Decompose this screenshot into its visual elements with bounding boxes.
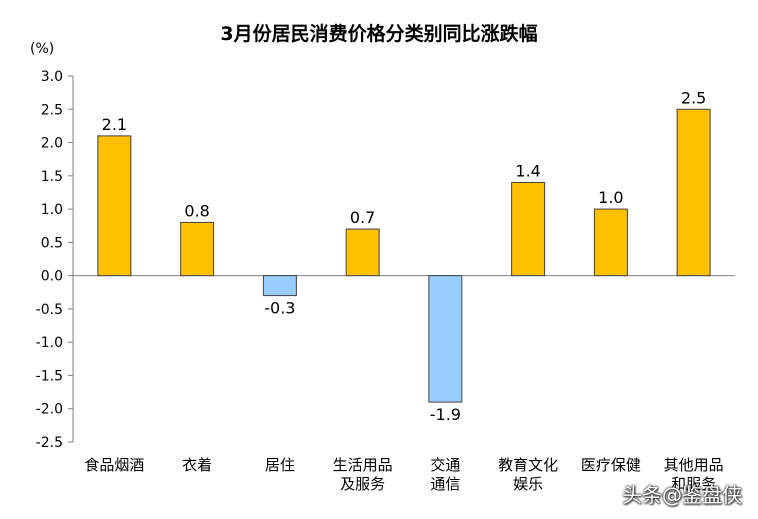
data-label: 2.1	[102, 115, 127, 134]
bars	[97, 108, 711, 403]
y-tick-label: -0.5	[36, 302, 63, 318]
y-tick-label: 0.0	[41, 269, 63, 285]
y-tick-label: 0.5	[41, 235, 63, 251]
x-tick-label: 教育文化	[498, 456, 558, 474]
y-tick-label: 2.5	[41, 102, 63, 118]
y-tick-label: 1.0	[41, 202, 63, 218]
bar	[180, 221, 215, 277]
data-label: 2.5	[681, 88, 706, 107]
bar	[593, 208, 628, 277]
y-tick-label: -1.5	[36, 368, 63, 384]
y-tick-label: 2.0	[41, 136, 63, 152]
y-tick-label: 3.0	[41, 69, 63, 85]
y-tick-label: -2.5	[36, 435, 63, 451]
x-tick-label: 衣着	[182, 456, 212, 474]
value-labels: 2.1 0.8 -0.3 0.7 -1.9 1.4 1.0 2.5	[102, 88, 707, 424]
data-label: 0.7	[350, 208, 375, 227]
x-tick-label: 居住	[265, 456, 295, 474]
bar	[262, 275, 297, 297]
y-tick-label: -1.0	[36, 335, 63, 351]
y-axis-unit-label: (%)	[30, 41, 54, 57]
watermark: 头条@鉴盘侠	[622, 483, 742, 507]
y-tick-labels: 3.0 2.5 2.0 1.5 1.0 0.5 0.0 -0.5 -1.0 -1.5 -2.0 -2.…	[36, 69, 63, 451]
x-tick-label: 其他用品	[664, 456, 724, 474]
y-tick-label: -2.0	[36, 402, 63, 418]
data-label: 1.4	[515, 161, 540, 180]
x-tick-label: 及服务	[340, 475, 385, 493]
x-tick-label: 通信	[430, 475, 460, 493]
bar	[97, 135, 132, 277]
x-tick-label: 医疗保健	[581, 456, 641, 474]
data-label: 1.0	[598, 188, 623, 207]
bar	[676, 108, 711, 277]
chart-title: 3月份居民消费价格分类别同比涨跌幅	[220, 22, 537, 45]
x-tick-label: 生活用品	[333, 456, 393, 474]
bar	[511, 181, 546, 277]
data-label: -0.3	[264, 299, 295, 318]
data-label: 0.8	[184, 201, 209, 220]
x-tick-label: 娱乐	[513, 475, 543, 493]
axes	[68, 75, 735, 443]
data-label: -1.9	[430, 405, 461, 424]
bar	[428, 275, 463, 403]
bar	[345, 228, 380, 277]
x-tick-label: 和服务	[671, 475, 716, 493]
x-tick-label: 食品烟酒	[84, 456, 144, 474]
y-tick-label: 1.5	[41, 169, 63, 185]
x-tick-label: 交通	[430, 456, 460, 474]
